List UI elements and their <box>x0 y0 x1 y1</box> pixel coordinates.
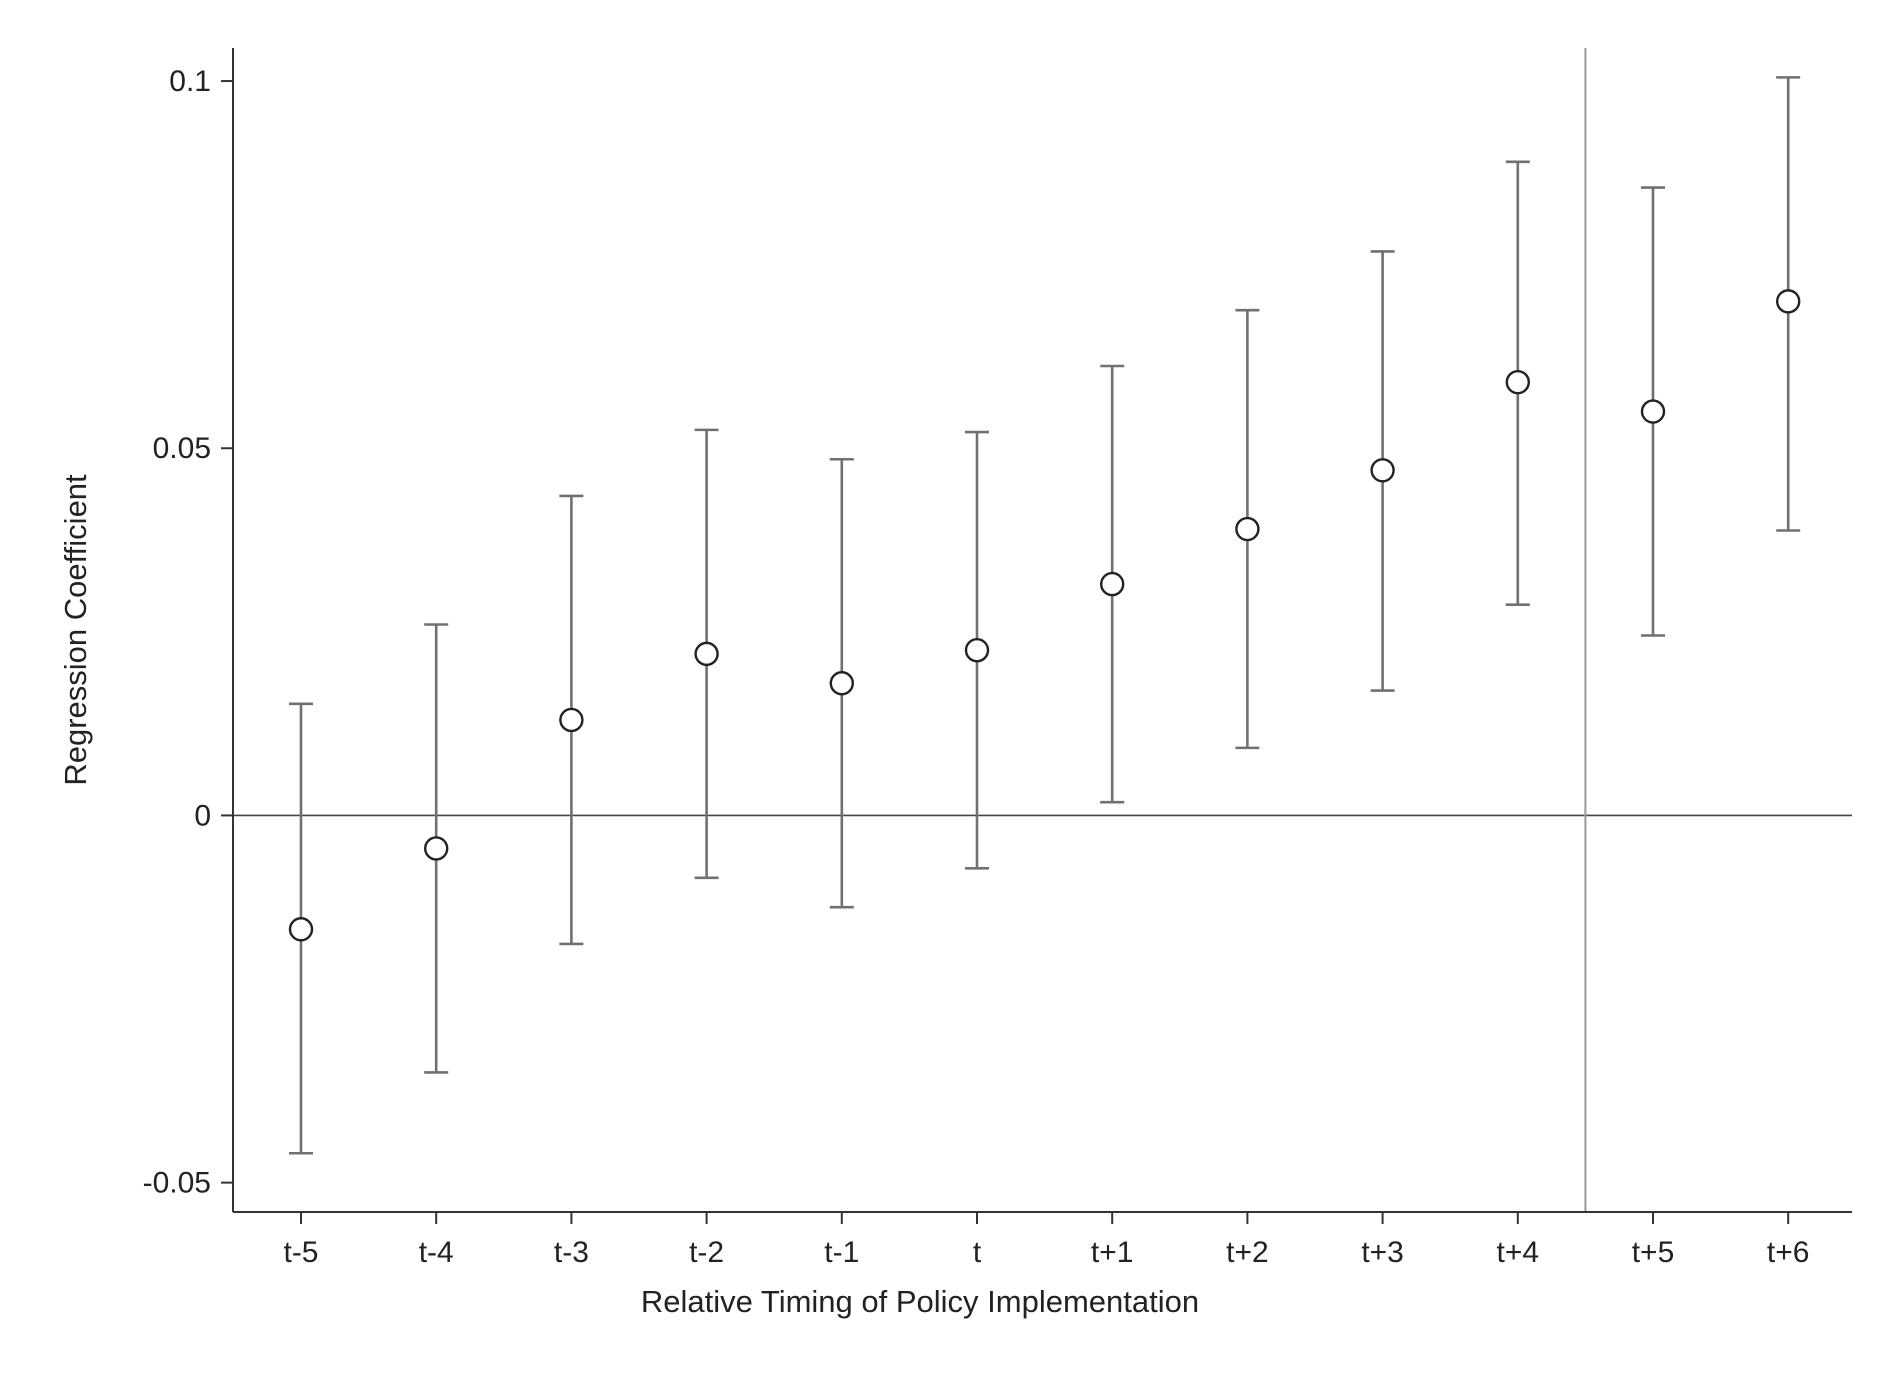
data-point-group <box>1099 364 1125 804</box>
coefficient-marker <box>559 707 584 733</box>
x-axis-ticks: t-5 t-4 t-3 t-2 t-1 t t+1 t+2 t+3 t+4 t+5 t+6 <box>283 1212 1809 1269</box>
coefficient-marker <box>1505 369 1531 395</box>
x-tick-label: t+6 <box>1767 1236 1810 1269</box>
y-tick-label: -0.05 <box>143 1167 211 1200</box>
data-point-group <box>424 623 449 1074</box>
y-axis-ticks: -0.05 0 0.05 0.1 <box>143 65 233 1200</box>
data-point-group <box>829 457 854 909</box>
x-tick-label: t-3 <box>554 1236 589 1269</box>
coefficient-marker <box>694 641 719 667</box>
plot-area <box>233 48 1852 1212</box>
x-tick-label: t+4 <box>1497 1236 1540 1269</box>
x-tick-label: t+3 <box>1361 1236 1404 1269</box>
y-tick-label: 0 <box>194 799 211 832</box>
data-point-group <box>559 494 584 946</box>
y-tick-label: 0.05 <box>153 432 211 465</box>
data-point-group <box>288 702 314 1155</box>
data-point-group <box>1775 76 1801 532</box>
data-point-group <box>1235 308 1260 750</box>
data-point-group <box>1370 250 1395 692</box>
coefficient-marker <box>1370 458 1395 483</box>
x-tick-label: t+1 <box>1091 1236 1134 1269</box>
y-axis-title: Regression Coefficient <box>58 474 93 786</box>
coefficient-marker <box>1099 571 1125 597</box>
x-tick-label: t+5 <box>1632 1236 1675 1269</box>
data-point-group <box>1505 160 1531 606</box>
x-axis-title: Relative Timing of Policy Implementation <box>641 1284 1199 1319</box>
coefficient-marker <box>829 671 854 696</box>
coefficient-marker <box>424 836 449 861</box>
x-tick-label: t-2 <box>689 1236 724 1269</box>
coefficient-marker <box>964 637 990 663</box>
coefficient-marker <box>1640 399 1666 424</box>
data-point-group <box>694 428 719 880</box>
x-tick-label: t-1 <box>824 1236 859 1269</box>
x-tick-label: t-4 <box>419 1236 454 1269</box>
x-tick-label: t <box>973 1236 982 1269</box>
y-tick-label: 0.1 <box>169 65 211 98</box>
coefficient-marker <box>1235 516 1260 542</box>
data-point-group <box>1640 186 1666 637</box>
x-tick-label: t-5 <box>283 1236 318 1269</box>
coefficient-marker <box>1775 289 1801 314</box>
x-tick-label: t+2 <box>1226 1236 1269 1269</box>
coefficient-marker <box>288 917 314 942</box>
data-point-group <box>964 430 990 870</box>
